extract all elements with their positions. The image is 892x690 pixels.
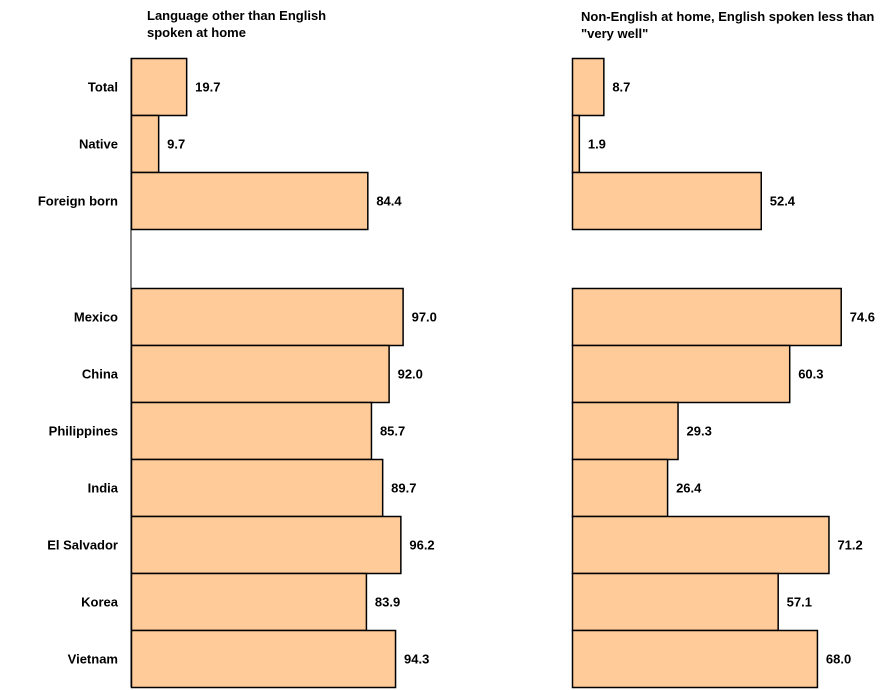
bar-korea	[571, 572, 779, 632]
category-label-vietnam: Vietnam	[68, 652, 118, 667]
left-bar-panel: 19.7 9.7 84.4 97.0 92.0 85.7 89.7 96.2 83.9 94.3	[130, 57, 437, 689]
category-label-native: Native	[79, 137, 118, 152]
left-chart-title: Language other than English spoken at ho…	[147, 8, 327, 40]
category-label-foreign-born: Foreign born	[38, 194, 118, 209]
bar-el-salvador	[130, 515, 402, 575]
bar-mexico	[571, 287, 842, 347]
bar-india	[571, 458, 669, 518]
value-label-mexico: 74.6	[850, 310, 875, 325]
bar-china	[130, 344, 390, 404]
value-label-china: 92.0	[398, 367, 423, 382]
bar-native	[130, 114, 160, 174]
category-label-india: India	[88, 481, 119, 496]
category-label-philippines: Philippines	[49, 424, 118, 439]
category-label-mexico: Mexico	[74, 310, 118, 325]
bar-native	[571, 114, 581, 174]
bar-foreign-born	[130, 171, 369, 231]
value-label-korea: 57.1	[787, 595, 812, 610]
right-bar-panel: 8.7 1.9 52.4 74.6 60.3 29.3 26.4 71.2 57.1 68.0	[571, 57, 875, 689]
value-label-india: 89.7	[391, 481, 416, 496]
category-label-total: Total	[88, 80, 118, 95]
value-label-foreign-born: 52.4	[770, 194, 796, 209]
bar-vietnam	[130, 629, 397, 689]
value-label-native: 9.7	[167, 137, 185, 152]
category-labels: Total Native Foreign born Mexico China Philip…	[38, 80, 119, 667]
value-label-india: 26.4	[676, 481, 702, 496]
bar-china	[571, 344, 791, 404]
value-label-total: 19.7	[195, 80, 220, 95]
value-label-vietnam: 94.3	[404, 652, 429, 667]
value-label-vietnam: 68.0	[826, 652, 851, 667]
value-label-native: 1.9	[588, 137, 606, 152]
bar-mexico	[130, 287, 404, 347]
bar-philippines	[130, 401, 373, 461]
category-label-korea: Korea	[81, 595, 119, 610]
value-label-total: 8.7	[612, 80, 630, 95]
value-label-philippines: 29.3	[687, 424, 712, 439]
right-chart-title: Non-English at home, English spoken less…	[581, 9, 875, 41]
bar-korea	[130, 572, 368, 632]
value-label-china: 60.3	[798, 367, 823, 382]
bar-el-salvador	[571, 515, 830, 575]
value-label-foreign-born: 84.4	[376, 194, 402, 209]
category-label-el-salvador: El Salvador	[47, 538, 118, 553]
value-label-korea: 83.9	[375, 595, 400, 610]
bar-india	[130, 458, 384, 518]
bar-foreign-born	[571, 171, 762, 231]
value-label-mexico: 97.0	[412, 310, 437, 325]
bar-vietnam	[571, 629, 819, 689]
bar-philippines	[571, 401, 679, 461]
value-label-el-salvador: 96.2	[409, 538, 434, 553]
bar-total	[571, 57, 605, 117]
bar-total	[130, 57, 188, 117]
value-label-philippines: 85.7	[380, 424, 405, 439]
value-label-el-salvador: 71.2	[837, 538, 862, 553]
category-label-china: China	[82, 367, 119, 382]
